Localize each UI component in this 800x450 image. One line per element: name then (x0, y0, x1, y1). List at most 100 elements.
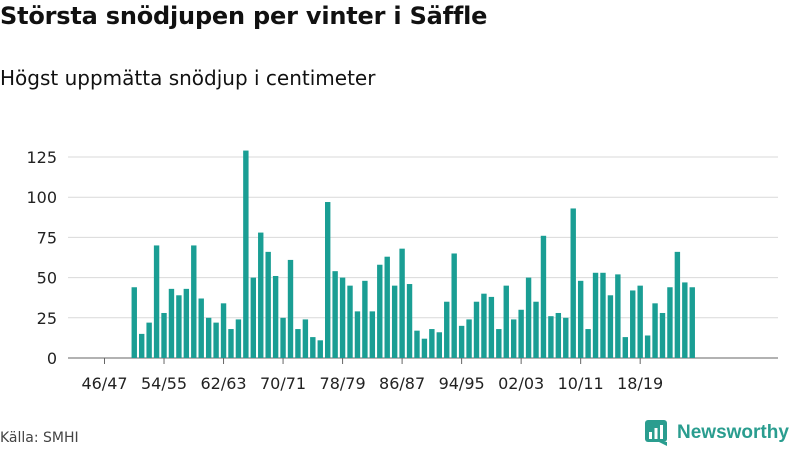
x-tick-label: 54/55 (141, 374, 187, 393)
bar-90/91 (429, 329, 435, 358)
bar-11/12 (585, 329, 591, 358)
bar-93/94 (451, 253, 457, 358)
x-tick-label: 46/47 (81, 374, 127, 393)
bar-chart-logo-icon (645, 420, 667, 446)
bar-99/00 (496, 329, 502, 358)
bar-20/21 (652, 303, 658, 358)
bar-12/13 (592, 272, 599, 358)
bar-15/16 (615, 274, 621, 358)
y-tick-label: 125 (26, 148, 57, 167)
bar-22/23 (667, 287, 673, 358)
bar-78/79 (339, 277, 346, 358)
bar-84/85 (384, 256, 390, 358)
bar-83/84 (377, 264, 383, 358)
bar-95/96 (466, 319, 472, 358)
bar-06/07 (548, 316, 554, 358)
x-tick-label: 62/63 (200, 374, 246, 393)
newsworthy-logo: Newsworthy (645, 420, 789, 446)
x-tick-label: 02/03 (498, 374, 544, 393)
bar-10/11 (577, 280, 584, 358)
y-axis-ticks: 0 25 50 75 100 125 (26, 148, 57, 368)
bar-81/82 (362, 280, 368, 358)
bar-88/89 (414, 330, 420, 358)
bar-75/76 (317, 340, 323, 358)
bar-18/19 (637, 285, 643, 358)
bar-08/09 (563, 317, 569, 358)
bar-57/58 (183, 288, 190, 358)
bar-76/77 (325, 202, 331, 358)
y-tick-label: 75 (37, 228, 57, 247)
bar-53/54 (153, 245, 160, 358)
bar-04/05 (533, 301, 539, 358)
bar-98/99 (488, 296, 495, 358)
bar-79/80 (347, 285, 353, 358)
x-tick-label: 18/19 (617, 374, 663, 393)
bar-23/24 (674, 251, 681, 358)
x-tick-label: 78/79 (320, 374, 366, 393)
y-tick-label: 50 (37, 269, 57, 288)
bar-19/20 (644, 335, 651, 358)
bar-61/62 (213, 322, 219, 358)
bar-89/90 (421, 338, 428, 358)
bar-77/78 (332, 271, 338, 358)
bar-14/15 (607, 295, 614, 358)
bar-52/53 (146, 322, 152, 358)
bar-50/51 (131, 287, 137, 358)
bar-69/70 (272, 275, 279, 358)
bar-63/64 (228, 329, 234, 358)
bar-87/88 (406, 284, 413, 358)
bar-01/02 (511, 319, 517, 358)
bar-13/14 (600, 272, 606, 358)
chart-title: Största snödjupen per vinter i Säffle (0, 2, 488, 30)
bar-05/06 (540, 235, 547, 358)
bar-07/08 (555, 312, 562, 358)
bar-56/57 (176, 295, 182, 358)
bar-80/81 (354, 311, 361, 358)
bar-94/95 (458, 325, 465, 358)
bar-09/10 (570, 208, 576, 358)
bar-17/18 (630, 290, 636, 358)
bar-02/03 (518, 309, 524, 358)
bar-74/75 (310, 337, 316, 358)
bar-85/86 (391, 285, 398, 358)
bar-58/59 (191, 245, 197, 358)
bar-03/04 (525, 277, 532, 358)
bar-65/66 (243, 150, 249, 358)
bar-16/17 (622, 337, 628, 358)
bar-21/22 (659, 312, 666, 358)
x-tick-label: 10/11 (558, 374, 604, 393)
bar-62/63 (220, 303, 227, 358)
y-tick-label: 0 (47, 349, 57, 368)
bars (131, 150, 695, 358)
x-tick-label: 86/87 (379, 374, 425, 393)
bar-92/93 (444, 301, 450, 358)
bar-97/98 (481, 293, 487, 358)
bar-60/61 (205, 317, 212, 358)
bar-67/68 (258, 232, 264, 358)
source-note: Källa: SMHI (0, 430, 79, 446)
bar-70/71 (280, 317, 286, 358)
bar-82/83 (369, 311, 376, 358)
chart-subtitle: Högst uppmätta snödjup i centimeter (0, 66, 376, 90)
bar-51/52 (139, 333, 145, 358)
bar-72/73 (295, 329, 301, 358)
bar-66/67 (250, 277, 256, 358)
bar-73/74 (302, 319, 309, 358)
bar-chart: 0 25 50 75 100 125 46/47 54/55 62/63 70/71 78/79 8… (26, 148, 778, 393)
bar-55/56 (168, 288, 175, 358)
x-axis-ticks: 46/47 54/55 62/63 70/71 78/79 86/87 94/95 02/03… (81, 358, 663, 393)
y-tick-label: 25 (37, 309, 57, 328)
bar-91/92 (436, 332, 442, 358)
y-tick-label: 100 (26, 188, 57, 207)
bar-59/60 (198, 298, 204, 358)
bar-54/55 (161, 312, 167, 358)
x-tick-label: 70/71 (260, 374, 306, 393)
bar-71/72 (287, 259, 294, 358)
bar-68/69 (265, 251, 271, 358)
x-tick-label: 94/95 (439, 374, 485, 393)
brand-name: Newsworthy (677, 422, 789, 443)
bar-64/65 (235, 319, 242, 358)
bar-96/97 (473, 301, 480, 358)
bar-undefined (689, 287, 695, 358)
